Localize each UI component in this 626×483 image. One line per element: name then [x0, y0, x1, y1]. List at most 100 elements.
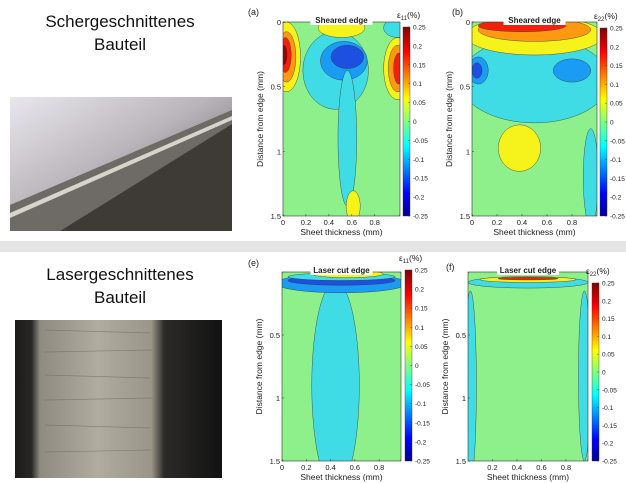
colorbar-tick-label: 0.2 [610, 44, 619, 51]
colorbar-tick-label: 0.1 [610, 82, 619, 89]
y-tick-label: 0 [277, 18, 281, 27]
colorbar-tick-label: -0.2 [602, 441, 614, 448]
x-tick-label: 0 [281, 218, 285, 227]
x-axis-label: Sheet thickness (mm) [487, 472, 569, 482]
plot-title: Sheared edge [508, 16, 561, 25]
plot-title: Sheared edge [315, 16, 368, 25]
slide: Schergeschnittenes Bauteil Lasergeschnit… [0, 0, 626, 483]
y-tick-label: 1.5 [270, 457, 280, 466]
y-tick-label: 1 [466, 147, 470, 156]
colorbar-tick-label: -0.15 [602, 423, 617, 430]
panel-label: (e) [248, 258, 259, 268]
heading: Schergeschnittenes [45, 12, 194, 31]
photo-sheared [10, 97, 232, 231]
y-tick-label: 0.5 [456, 331, 466, 340]
x-tick-label: 0.2 [487, 463, 497, 472]
colorbar-tick-label: -0.05 [415, 382, 430, 389]
y-tick-label: 1 [277, 147, 281, 156]
colorbar-tick-label: -0.2 [413, 195, 425, 202]
colorbar-tick-label: -0.1 [610, 157, 622, 164]
colorbar-tick-label: 0.05 [610, 101, 623, 108]
contour-region [472, 63, 482, 79]
colorbar-tick-label: -0.15 [415, 420, 430, 427]
y-tick-label: 0.5 [271, 83, 281, 92]
x-tick-label: 0.2 [492, 218, 502, 227]
colorbar-tick-label: 0.1 [602, 334, 611, 341]
colorbar-tick-label: 0.15 [602, 316, 615, 323]
contour-region [498, 277, 558, 280]
colorbar-tick-label: 0.2 [415, 287, 424, 294]
heading: Lasergeschnittenes [46, 265, 193, 284]
heading: Bauteil [94, 288, 146, 307]
colorbar-tick-label: 0.2 [413, 43, 422, 50]
colorbar-tick-label: -0.25 [415, 459, 430, 466]
x-tick-label: 0.8 [567, 218, 577, 227]
colorbar-tick-label: -0.1 [413, 157, 425, 164]
x-tick-label: 0.4 [512, 463, 522, 472]
y-tick-label: 1 [276, 394, 280, 403]
colorbar-tick-label: -0.25 [413, 214, 428, 221]
colorbar-tick-label: 0.2 [602, 298, 611, 305]
y-tick-label: 0 [466, 18, 470, 27]
x-tick-label: 0.8 [374, 463, 384, 472]
colorbar-tick-label: 0.15 [413, 62, 426, 69]
colorbar-tick-label: -0.05 [610, 138, 625, 145]
colorbar-tick-label: 0.1 [413, 81, 422, 88]
panel-label: (f) [446, 262, 455, 272]
x-tick-label: 0 [470, 218, 474, 227]
heading: Bauteil [94, 35, 146, 54]
contour-region [583, 129, 598, 226]
x-tick-label: 0.4 [325, 463, 335, 472]
x-tick-label: 0.6 [536, 463, 546, 472]
colorbar-tick-label: 0 [602, 370, 606, 377]
x-axis-label: Sheet thickness (mm) [300, 227, 382, 237]
y-tick-label: 0.5 [270, 331, 280, 340]
colorbar-tick-label: 0.05 [415, 344, 428, 351]
colorbar-tick-label: 0.05 [413, 100, 426, 107]
x-tick-label: 0.8 [370, 218, 380, 227]
x-tick-label: 0.2 [301, 463, 311, 472]
y-axis-label: Distance from edge (mm) [440, 318, 450, 414]
panel-label: (b) [452, 7, 463, 17]
plot-title: Laser cut edge [313, 266, 370, 275]
colorbar-tick-label: 0.15 [610, 63, 623, 70]
colorbar-tick-label: -0.05 [413, 138, 428, 145]
y-axis-label: Distance from edge (mm) [444, 71, 454, 167]
colorbar-tick-label: -0.15 [610, 176, 625, 183]
y-tick-label: 0.5 [460, 83, 470, 92]
contour-region [331, 45, 364, 68]
colorbar-tick-label: -0.25 [602, 459, 617, 466]
colorbar-tick-label: 0 [415, 363, 419, 370]
colorbar-tick-label: -0.2 [415, 439, 427, 446]
colorbar-tick-label: 0 [610, 120, 614, 127]
colorbar-tick-label: -0.15 [413, 176, 428, 183]
colorbar-tick-label: -0.2 [610, 195, 622, 202]
colorbar-tick-label: 0.15 [415, 306, 428, 313]
x-axis-label: Sheet thickness (mm) [300, 472, 382, 482]
y-tick-label: 1 [462, 394, 466, 403]
contour-region [498, 125, 541, 172]
colorbar-tick-label: 0.05 [602, 352, 615, 359]
unit: (%) [596, 266, 609, 276]
photo-laser [15, 320, 222, 478]
unit: (%) [409, 253, 422, 263]
contour-region [338, 70, 357, 206]
x-axis-label: Sheet thickness (mm) [493, 227, 575, 237]
x-tick-label: 0.6 [542, 218, 552, 227]
y-tick-label: 1.5 [271, 212, 281, 221]
colorbar-tick-label: 0 [413, 119, 417, 126]
colorbar-tick-label: -0.1 [415, 401, 427, 408]
colorbar-tick-label: 0.25 [602, 281, 615, 288]
unit: (%) [604, 11, 617, 21]
contour-region [312, 281, 360, 483]
colorbar-tick-label: 0.25 [610, 26, 623, 33]
x-tick-label: 0 [280, 463, 284, 472]
y-axis-label: Distance from edge (mm) [254, 318, 264, 414]
y-tick-label: 1.5 [456, 457, 466, 466]
y-tick-label: 1.5 [460, 212, 470, 221]
plot-title: Laser cut edge [500, 266, 557, 275]
colorbar-tick-label: 0.25 [415, 268, 428, 275]
unit: (%) [407, 10, 420, 20]
x-tick-label: 0.6 [347, 218, 357, 227]
panel-label: (a) [248, 7, 259, 17]
